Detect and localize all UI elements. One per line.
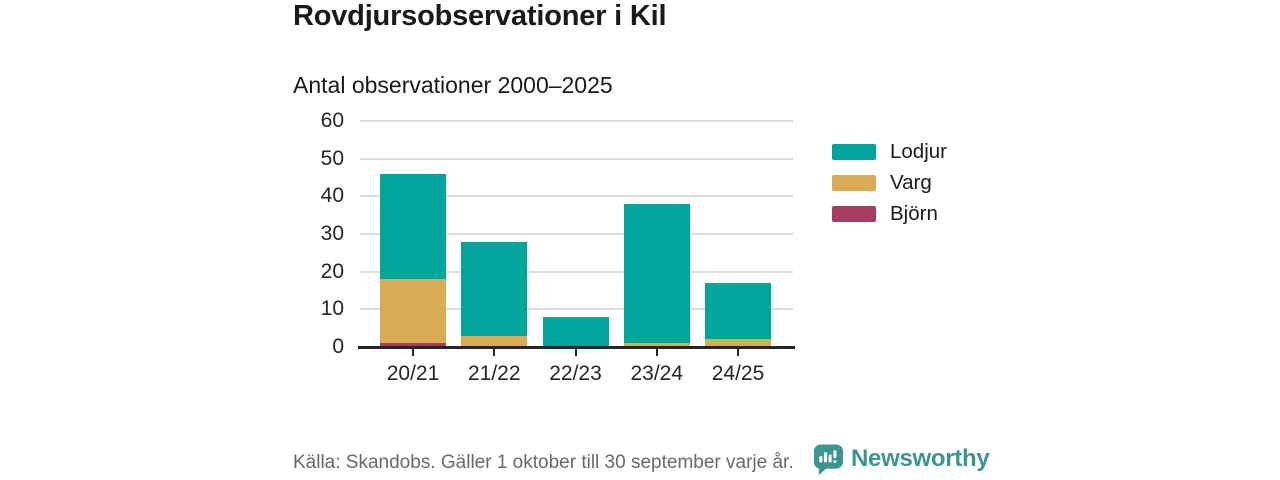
bar-segment-lodjur <box>705 282 771 340</box>
legend-swatch <box>832 174 876 191</box>
gridline <box>360 233 793 235</box>
bar-segment-lodjur <box>542 316 609 347</box>
y-tick-label: 20 <box>320 259 344 283</box>
x-axis-tick <box>574 349 577 356</box>
y-tick-label: 50 <box>320 146 344 170</box>
legend-item-lodjur: Lodjur <box>832 136 947 167</box>
legend-swatch <box>832 143 876 160</box>
x-axis-tick <box>412 349 414 356</box>
newsworthy-wordmark: Newsworthy <box>851 445 990 472</box>
newsworthy-logo: Newsworthy <box>813 443 990 475</box>
chart-subtitle: Antal observationer 2000–2025 <box>293 72 613 98</box>
y-tick-label: 0 <box>332 335 344 358</box>
bar-segment-lodjur <box>461 241 528 336</box>
x-tick-label: 23/24 <box>630 362 684 385</box>
newsworthy-bubble-icon <box>813 443 844 475</box>
legend-item-varg: Varg <box>832 167 947 198</box>
source-note: Källa: Skandobs. Gäller 1 oktober till 3… <box>293 452 794 473</box>
gridline <box>360 120 793 122</box>
legend: Lodjur Varg Björn <box>832 136 947 229</box>
x-tick-label: 24/25 <box>711 362 765 385</box>
y-tick-label: 60 <box>320 109 344 132</box>
x-axis-line <box>358 346 795 349</box>
legend-swatch <box>832 205 876 222</box>
plot-area: 0 10 20 30 40 50 60 20/21 21/22 22/23 23/24 24/25 <box>321 109 795 385</box>
bar-segment-varg <box>380 279 446 344</box>
bar-segment-varg <box>705 339 771 347</box>
gridline <box>360 157 793 160</box>
gridline <box>360 270 793 273</box>
bar-segment-varg <box>461 335 528 347</box>
x-tick-label: 20/21 <box>386 362 440 385</box>
x-axis-tick <box>493 349 496 356</box>
bar-segment-bjrn <box>380 343 446 347</box>
x-axis-tick <box>737 349 739 356</box>
y-tick-label: 30 <box>320 222 344 245</box>
gridline <box>360 308 793 311</box>
legend-label: Varg <box>890 170 932 194</box>
x-tick-label: 21/22 <box>467 362 521 385</box>
chart-title: Rovdjursobservationer i Kil <box>293 0 667 32</box>
x-tick-label: 22/23 <box>549 362 602 385</box>
y-tick-label: 40 <box>320 184 344 208</box>
bar-segment-lodjur <box>380 173 446 280</box>
bar-segment-varg <box>623 343 690 347</box>
bar-segment-lodjur <box>623 203 690 344</box>
legend-label: Björn <box>890 201 938 225</box>
gridline <box>360 195 793 198</box>
legend-item-bjrn: Björn <box>832 198 947 229</box>
x-axis-tick <box>655 349 658 356</box>
legend-label: Lodjur <box>890 139 947 163</box>
y-tick-label: 10 <box>320 297 344 321</box>
